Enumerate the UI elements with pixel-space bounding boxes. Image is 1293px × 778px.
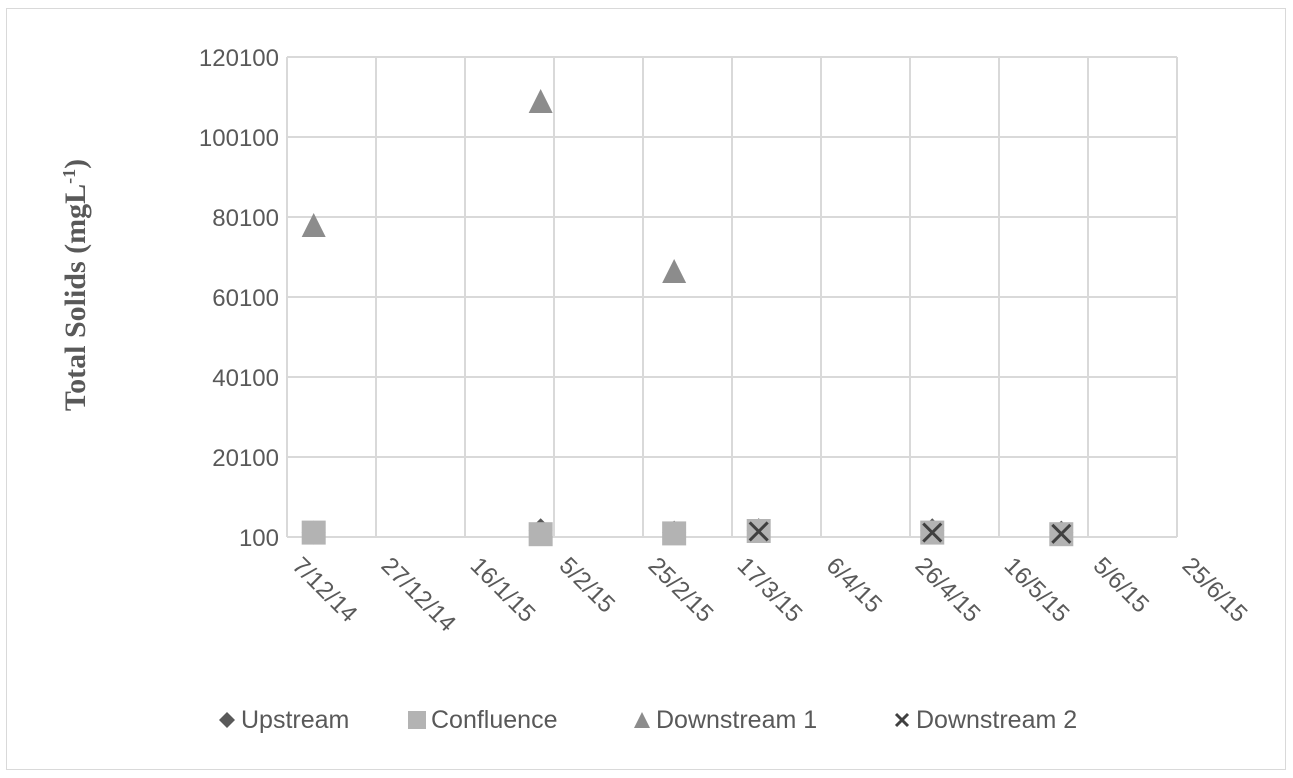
legend: Upstream Confluence Downstream 1 Downstream… (219, 706, 1077, 734)
legend-marker-upstream (219, 712, 235, 728)
x-tick-label: 5/2/15 (554, 552, 620, 618)
legend-marker-downstream-1 (634, 712, 650, 728)
y-axis-label-close: ) (59, 159, 92, 169)
y-axis-label-main: Total Solids (mgL (59, 184, 92, 411)
legend-label: Confluence (431, 706, 557, 734)
point-downstream-1 (662, 259, 687, 283)
point-confluence (301, 520, 326, 545)
point-downstream-1 (528, 89, 553, 113)
y-axis-label: Total Solids (mgL-1) (59, 159, 92, 411)
x-tick-label: 5/6/15 (1088, 552, 1154, 618)
x-tick-label: 16/5/15 (999, 552, 1075, 628)
x-tick-label: 16/1/15 (465, 552, 541, 628)
legend-marker-downstream-2 (894, 712, 910, 728)
grid-lines (286, 56, 1178, 538)
point-downstream-1 (301, 213, 326, 237)
x-tick-label: 27/12/14 (376, 552, 461, 637)
x-tick-label: 17/3/15 (732, 552, 808, 628)
chart-frame: 100 20100 40100 60100 80100 100100 120100 7/12… (6, 8, 1286, 770)
legend-marker-confluence (408, 711, 426, 729)
x-tick-label: 6/4/15 (821, 552, 887, 618)
y-tick-label: 60100 (212, 285, 279, 312)
data-marks (301, 89, 1074, 547)
y-tick-label: 120100 (199, 45, 279, 72)
legend-label: Upstream (241, 706, 349, 734)
point-confluence (528, 522, 553, 547)
legend-label: Downstream 1 (656, 706, 817, 734)
y-axis-tick-labels: 100 20100 40100 60100 80100 100100 120100 (199, 45, 279, 552)
y-tick-label: 40100 (212, 365, 279, 392)
x-tick-label: 25/2/15 (643, 552, 719, 628)
scatter-chart: 100 20100 40100 60100 80100 100100 120100 7/12… (59, 45, 1253, 734)
y-tick-label: 20100 (212, 445, 279, 472)
y-tick-label: 80100 (212, 205, 279, 232)
x-axis-tick-labels: 7/12/14 27/12/14 16/1/15 5/2/15 25/2/15 17/3/… (287, 552, 1253, 637)
y-tick-label: 100 (239, 525, 279, 552)
point-downstream-2 (922, 522, 943, 543)
y-axis-label-superscript: -1 (59, 169, 79, 184)
point-downstream-2 (748, 521, 769, 542)
x-tick-label: 26/4/15 (910, 552, 986, 628)
y-tick-label: 100100 (199, 125, 279, 152)
point-confluence (662, 521, 687, 546)
x-tick-label: 7/12/14 (287, 552, 363, 628)
legend-label: Downstream 2 (916, 706, 1077, 734)
point-downstream-2 (1051, 523, 1072, 544)
x-tick-label: 25/6/15 (1177, 552, 1253, 628)
